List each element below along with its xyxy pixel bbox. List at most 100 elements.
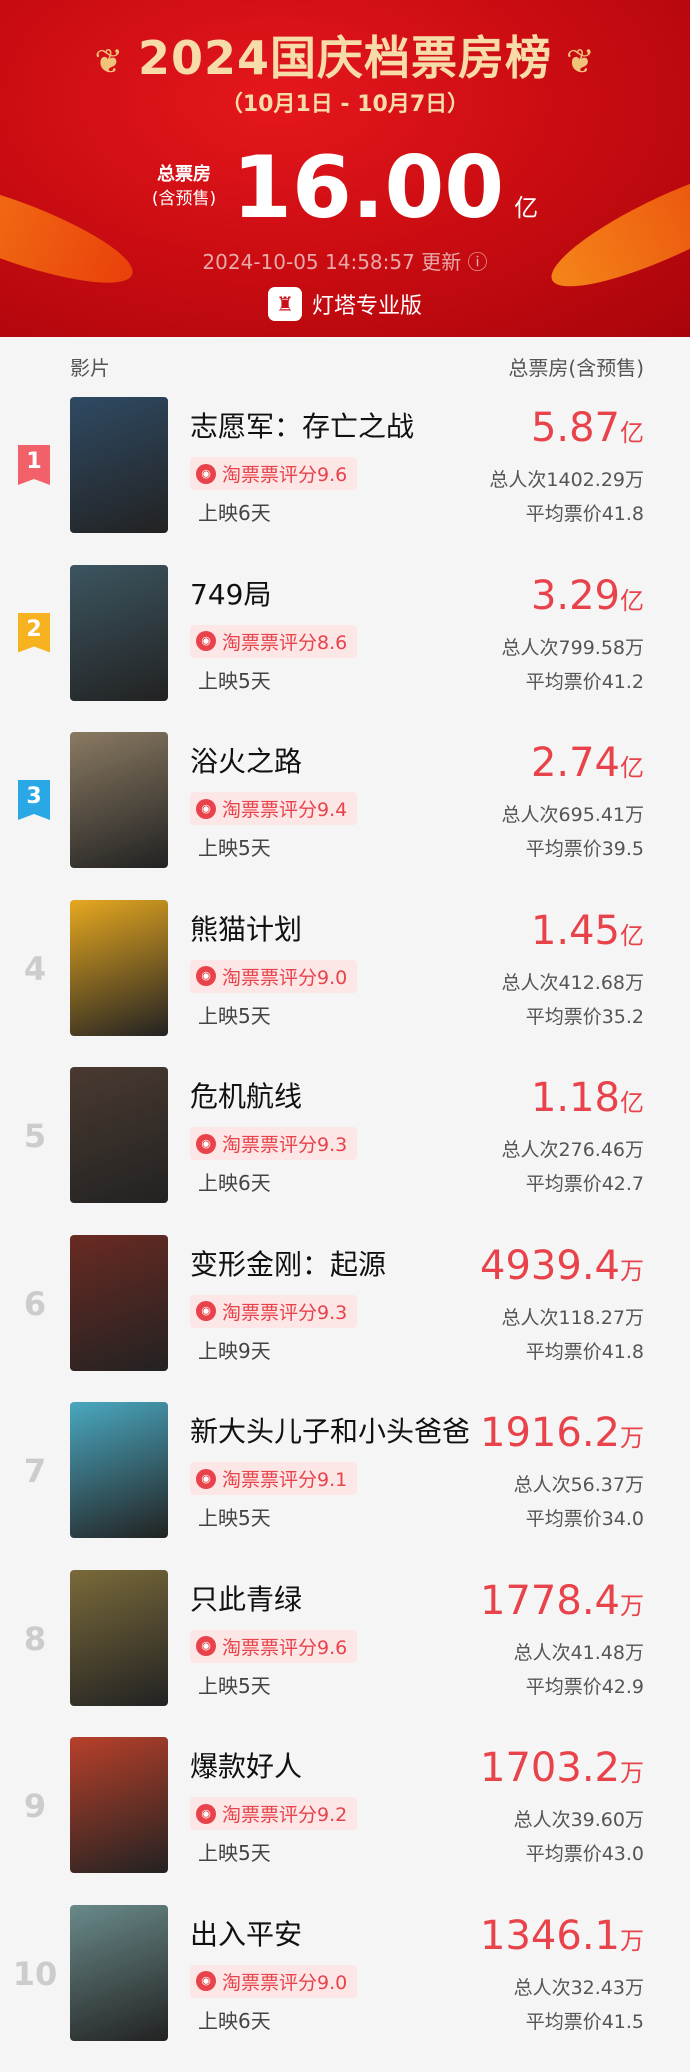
taopiaopiao-icon: ◉: [196, 966, 216, 986]
box-unit: 万: [620, 1927, 644, 1955]
film-row[interactable]: 10 出入平安 ◉淘票票评分9.0 上映6天 1346.1万 总人次32.43万…: [0, 1905, 690, 2072]
rating-text: 淘票票评分9.0: [222, 963, 347, 990]
rank-number: 10: [0, 1955, 70, 1993]
rank-number: 8: [0, 1620, 70, 1658]
film-row[interactable]: 7 新大头儿子和小头爸爸 ◉淘票票评分9.1 上映5天 1916.2万 总人次5…: [0, 1402, 690, 1570]
taopiaopiao-icon: ◉: [196, 1636, 216, 1656]
film-poster[interactable]: [70, 1402, 168, 1538]
lighthouse-logo-icon: ♜: [268, 287, 302, 321]
film-row[interactable]: 5 危机航线 ◉淘票票评分9.3 上映6天 1.18亿 总人次276.46万 平…: [0, 1067, 690, 1235]
film-name[interactable]: 新大头儿子和小头爸爸: [190, 1410, 470, 1450]
box-unit: 亿: [620, 419, 644, 447]
box-office: 1778.4万: [480, 1578, 644, 1624]
update-time[interactable]: 2024-10-05 14:58:57 更新 ⓘ: [0, 246, 690, 275]
film-poster[interactable]: [70, 1235, 168, 1371]
admissions: 总人次1402.29万: [489, 465, 644, 492]
taopiaopiao-icon: ◉: [196, 631, 216, 651]
rating-text: 淘票票评分9.3: [222, 1298, 347, 1325]
days-showing: 上映6天: [198, 1167, 271, 1196]
rating-badge: ◉ 淘票票评分8.6: [190, 625, 357, 658]
film-poster[interactable]: [70, 732, 168, 868]
film-name[interactable]: 变形金刚：起源: [190, 1243, 470, 1283]
box-value: 5.87: [531, 405, 620, 451]
film-row[interactable]: 2 749局 ◉淘票票评分8.6 上映5天 3.29亿 总人次799.58万 平…: [0, 565, 690, 733]
box-unit: 亿: [620, 587, 644, 615]
taopiaopiao-icon: ◉: [196, 1804, 216, 1824]
admissions: 总人次39.60万: [514, 1805, 644, 1832]
admissions: 总人次32.43万: [514, 1973, 644, 2000]
avg-price: 平均票价34.0: [526, 1504, 644, 1531]
rating-badge: ◉淘票票评分9.2: [190, 1797, 357, 1830]
rank-number: 6: [0, 1285, 70, 1323]
box-value: 1778.4: [480, 1578, 620, 1624]
rank-number: 5: [0, 1117, 70, 1155]
film-poster[interactable]: [70, 1570, 168, 1706]
taopiaopiao-icon: ◉: [196, 1134, 216, 1154]
title-text: 2024国庆档票房榜: [138, 31, 552, 85]
box-unit: 万: [620, 1592, 644, 1620]
avg-price: 平均票价41.2: [526, 667, 644, 694]
box-office: 1703.2万: [480, 1745, 644, 1791]
page-title: ❦2024国庆档票房榜❦: [0, 22, 690, 88]
film-poster[interactable]: [70, 565, 168, 701]
days-showing: 上映5天: [198, 832, 271, 861]
film-name[interactable]: 浴火之路: [190, 740, 470, 780]
avg-price: 平均票价43.0: [526, 1839, 644, 1866]
film-poster[interactable]: [70, 397, 168, 533]
days-showing: 上映6天: [198, 497, 271, 526]
col-box-office: 总票房(含预售): [508, 352, 644, 381]
taopiaopiao-icon: ◉: [196, 464, 216, 484]
film-row[interactable]: 9 爆款好人 ◉淘票票评分9.2 上映5天 1703.2万 总人次39.60万 …: [0, 1737, 690, 1905]
box-unit: 万: [620, 1424, 644, 1452]
admissions: 总人次56.37万: [514, 1470, 644, 1497]
film-row[interactable]: 8 只此青绿 ◉淘票票评分9.6 上映5天 1778.4万 总人次41.48万 …: [0, 1570, 690, 1738]
rank-number: 4: [0, 950, 70, 988]
rating-badge: ◉淘票票评分9.4: [190, 792, 357, 825]
total-unit: 亿: [514, 188, 538, 223]
laurel-icon: ❦: [566, 42, 596, 82]
box-office: 4939.4万: [480, 1243, 644, 1289]
film-poster[interactable]: [70, 900, 168, 1036]
box-value: 1916.2: [480, 1410, 620, 1456]
rating-text: 淘票票评分9.3: [222, 1130, 347, 1157]
rating-text: 淘票票评分8.6: [222, 628, 347, 655]
admissions: 总人次41.48万: [514, 1638, 644, 1665]
film-name[interactable]: 危机航线: [190, 1075, 470, 1115]
rank-number: 9: [0, 1787, 70, 1825]
film-row[interactable]: 6 变形金刚：起源 ◉淘票票评分9.3 上映9天 4939.4万 总人次118.…: [0, 1235, 690, 1403]
total-box-office: 总票房(含预售) 16.00 亿: [0, 145, 690, 231]
film-row[interactable]: 3 浴火之路 ◉淘票票评分9.4 上映5天 2.74亿 总人次695.41万 平…: [0, 732, 690, 900]
rank-badge: 3: [18, 780, 50, 820]
header-banner: ❦2024国庆档票房榜❦ （10月1日 - 10月7日） 总票房(含预售) 16…: [0, 0, 690, 337]
film-poster[interactable]: [70, 1737, 168, 1873]
admissions: 总人次118.27万: [502, 1303, 644, 1330]
avg-price: 平均票价35.2: [526, 1002, 644, 1029]
box-value: 1703.2: [480, 1745, 620, 1791]
film-name[interactable]: 爆款好人: [190, 1745, 470, 1785]
rank-number: 7: [0, 1452, 70, 1490]
box-unit: 亿: [620, 1089, 644, 1117]
avg-price: 平均票价41.8: [526, 499, 644, 526]
rating-badge: ◉ 淘票票评分9.0: [190, 960, 357, 993]
film-poster[interactable]: [70, 1067, 168, 1203]
film-poster[interactable]: [70, 1905, 168, 2041]
film-name[interactable]: 只此青绿: [190, 1578, 470, 1618]
rating-badge: ◉淘票票评分9.0: [190, 1965, 357, 1998]
rating-text: 淘票票评分9.6: [222, 1633, 347, 1660]
avg-price: 平均票价42.9: [526, 1672, 644, 1699]
film-list: 1 志愿军：存亡之战 ◉淘票票评分9.6 上映6天 5.87亿 总人次1402.…: [0, 395, 690, 2072]
box-value: 1.45: [531, 908, 620, 954]
film-name[interactable]: 志愿军：存亡之战: [190, 405, 470, 445]
total-sub: (含预售): [152, 189, 216, 209]
film-name[interactable]: 出入平安: [190, 1913, 470, 1953]
rating-badge: ◉淘票票评分9.1: [190, 1462, 357, 1495]
admissions: 总人次799.58万: [502, 633, 644, 660]
film-row[interactable]: 1 志愿军：存亡之战 ◉淘票票评分9.6 上映6天 5.87亿 总人次1402.…: [0, 397, 690, 565]
film-name[interactable]: 749局: [190, 573, 470, 613]
total-label-text: 总票房: [152, 163, 216, 187]
film-row[interactable]: 4 熊猫计划 ◉淘票票评分9.0 上映5天 1.45亿 总人次412.68万 平…: [0, 900, 690, 1068]
film-name[interactable]: 熊猫计划: [190, 908, 470, 948]
rank-badge: 1: [18, 445, 50, 485]
box-office: 2.74亿: [531, 740, 644, 786]
taopiaopiao-icon: ◉: [196, 799, 216, 819]
